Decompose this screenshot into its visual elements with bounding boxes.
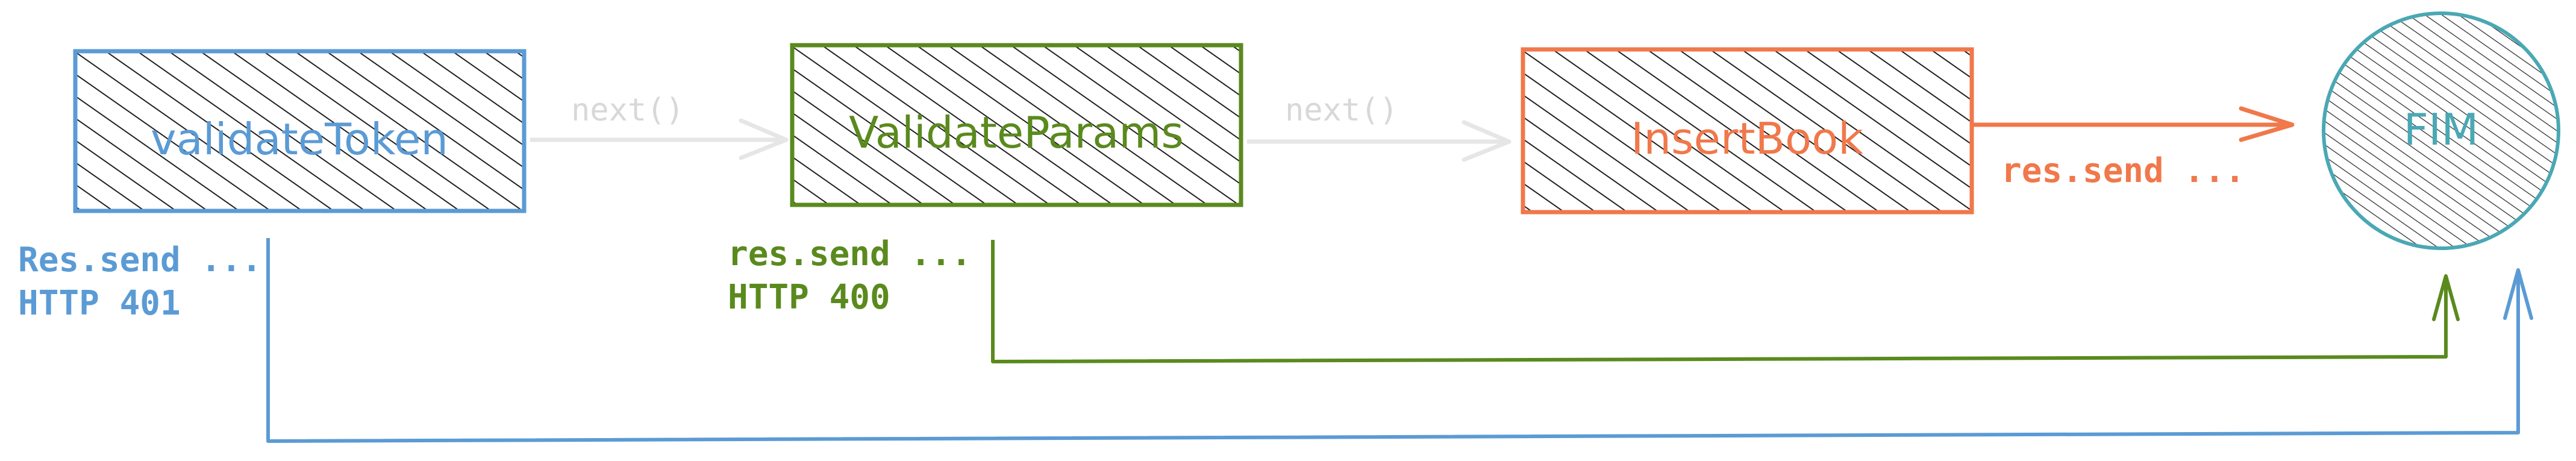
node-insert-book-label: InsertBook (1631, 113, 1863, 164)
next-label-1: next() (571, 92, 684, 128)
edge-params-to-fim (991, 240, 2460, 363)
node-validate-params: ValidateParams (790, 43, 1243, 207)
node-validate-token-label: validateToken (151, 114, 448, 165)
node-insert-book: InsertBook (1521, 47, 1974, 215)
params-send-note: res.send ... (728, 234, 972, 274)
token-status-note: HTTP 401 (18, 284, 181, 323)
edge-insert-to-fim: res.send ... (1973, 106, 2295, 190)
node-fim-label: FIM (2404, 104, 2479, 155)
node-fim: FIM (2322, 11, 2560, 250)
insert-send-label: res.send ... (2001, 151, 2245, 190)
next-label-2: next() (1285, 92, 1398, 128)
next-connector-2: next() (1247, 92, 1512, 162)
params-status-note: HTTP 400 (728, 278, 890, 317)
node-validate-params-label: ValidateParams (849, 107, 1184, 158)
node-validate-token: validateToken (73, 49, 527, 213)
token-send-note: Res.send ... (18, 240, 262, 280)
next-connector-1: next() (530, 92, 789, 160)
edge-token-to-fim (266, 238, 2533, 443)
